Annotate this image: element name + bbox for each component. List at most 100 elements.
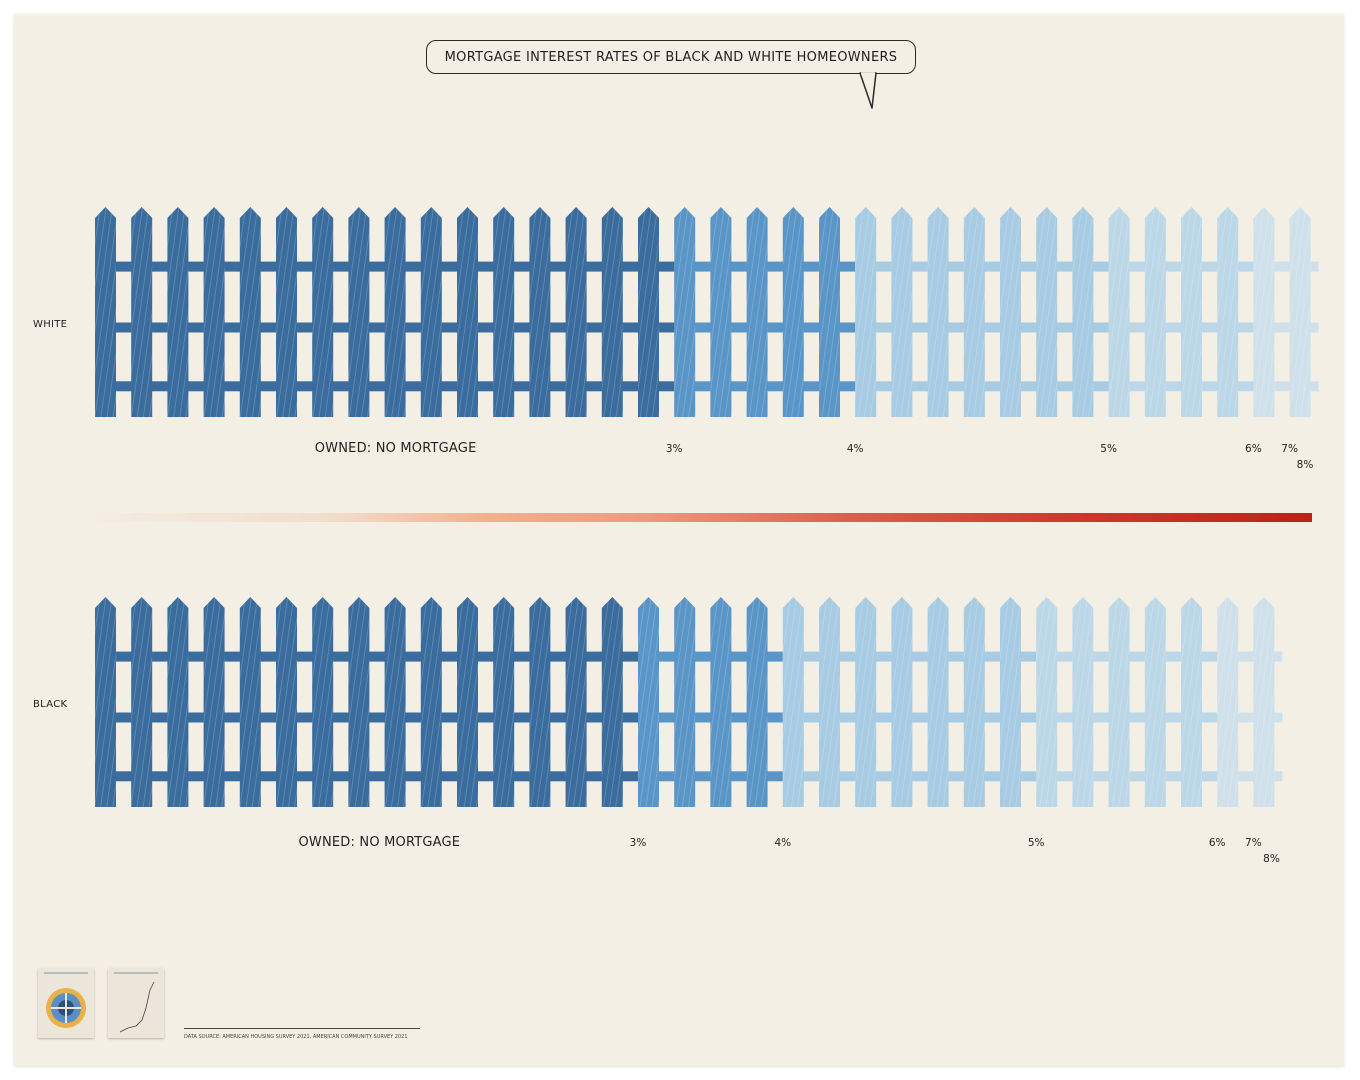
tick-label: 4% bbox=[846, 443, 864, 455]
picket-grain bbox=[203, 207, 225, 417]
data-source-note: DATA SOURCE: AMERICAN HOUSING SURVEY 202… bbox=[184, 1034, 408, 1040]
picket-grain bbox=[891, 597, 913, 807]
tick-label: 4% bbox=[774, 837, 792, 849]
picket-grain bbox=[348, 207, 370, 417]
tick-label: 5% bbox=[1100, 443, 1117, 455]
picket-grain bbox=[565, 597, 587, 807]
thumbnail-donut-poster[interactable] bbox=[38, 968, 94, 1038]
picket-grain bbox=[239, 597, 261, 807]
picket-grain bbox=[1000, 597, 1021, 807]
poster-paper bbox=[14, 14, 1344, 1066]
picket-grain bbox=[1108, 597, 1130, 807]
picket-grain bbox=[819, 207, 840, 417]
picket-grain bbox=[782, 207, 804, 417]
picket-grain bbox=[457, 207, 478, 417]
picket-grain bbox=[891, 207, 913, 417]
picket-grain bbox=[529, 207, 551, 417]
fence-rail-6-0 bbox=[1307, 261, 1319, 272]
picket-grain bbox=[1181, 597, 1202, 807]
tick-label: OWNED: NO MORTGAGE bbox=[298, 835, 461, 850]
picket-grain bbox=[420, 207, 442, 417]
picket-grain bbox=[312, 207, 334, 417]
thumbnail-line-poster[interactable] bbox=[108, 968, 164, 1038]
tick-label: 3% bbox=[665, 443, 683, 455]
picket-grain bbox=[493, 597, 515, 807]
picket-grain bbox=[276, 597, 297, 807]
speech-bubble-tail-icon bbox=[859, 72, 877, 109]
picket-grain bbox=[131, 207, 153, 417]
fence-rail-6-2 bbox=[1271, 771, 1283, 782]
picket-grain bbox=[927, 597, 949, 807]
picket-grain bbox=[384, 207, 406, 417]
chart-title: MORTGAGE INTEREST RATES OF BLACK AND WHI… bbox=[426, 40, 916, 74]
picket-grain bbox=[529, 597, 551, 807]
picket-grain bbox=[239, 207, 261, 417]
tick-label: 7% bbox=[1245, 837, 1262, 849]
picket-grain bbox=[746, 207, 768, 417]
picket-grain bbox=[312, 597, 334, 807]
fence-rail-6-0 bbox=[1271, 651, 1283, 662]
tick-label: 6% bbox=[1208, 837, 1226, 849]
picket-grain bbox=[1144, 597, 1166, 807]
picket-grain bbox=[1108, 207, 1130, 417]
tick-label: 8% bbox=[1263, 853, 1280, 865]
picket-grain bbox=[927, 207, 949, 417]
picket-grain bbox=[782, 597, 804, 807]
picket-grain bbox=[1072, 207, 1094, 417]
picket-grain bbox=[203, 597, 225, 807]
picket-grain bbox=[276, 207, 297, 417]
picket-grain bbox=[1253, 207, 1275, 417]
picket-grain bbox=[384, 597, 406, 807]
picket-grain bbox=[819, 597, 840, 807]
picket-grain bbox=[710, 597, 732, 807]
picket-grain bbox=[565, 207, 587, 417]
picket-grain bbox=[348, 597, 370, 807]
picket-grain bbox=[167, 597, 189, 807]
source-divider bbox=[184, 1028, 420, 1029]
picket-grain bbox=[1036, 597, 1058, 807]
picket-grain bbox=[710, 207, 732, 417]
interest-rate-color-bar bbox=[95, 513, 1312, 522]
chart-title-text: MORTGAGE INTEREST RATES OF BLACK AND WHI… bbox=[444, 49, 898, 65]
line-chart-icon bbox=[114, 972, 158, 1033]
picket-grain bbox=[1181, 207, 1202, 417]
tick-label: 3% bbox=[629, 837, 647, 849]
tick-label: 8% bbox=[1296, 459, 1314, 471]
picket-grain bbox=[1217, 207, 1239, 417]
picket-grain bbox=[1217, 597, 1239, 807]
picket-grain bbox=[1072, 597, 1094, 807]
picket-grain bbox=[855, 207, 877, 417]
tick-label: 5% bbox=[1027, 837, 1045, 849]
picket-grain bbox=[963, 207, 985, 417]
picket-grain bbox=[95, 207, 116, 417]
picket-grain bbox=[855, 597, 877, 807]
tick-label: 7% bbox=[1281, 443, 1298, 455]
picket-grain bbox=[457, 597, 478, 807]
row-label-black: BLACK bbox=[33, 699, 68, 710]
row-label-white: WHITE bbox=[33, 319, 68, 330]
picket-grain bbox=[674, 597, 696, 807]
picket-grain bbox=[1289, 207, 1311, 417]
picket-grain bbox=[1144, 207, 1166, 417]
donut-chart-icon bbox=[44, 972, 88, 1028]
tick-label: 6% bbox=[1245, 443, 1262, 455]
picket-grain bbox=[1036, 207, 1058, 417]
picket-grain bbox=[420, 597, 442, 807]
picket-grain bbox=[601, 597, 623, 807]
fence-rail-6-1 bbox=[1271, 712, 1283, 723]
picket-grain bbox=[963, 597, 985, 807]
picket-grain bbox=[638, 207, 659, 417]
picket-grain bbox=[674, 207, 696, 417]
fence-rail-6-1 bbox=[1307, 322, 1319, 333]
picket-grain bbox=[746, 597, 768, 807]
picket-grain bbox=[601, 207, 623, 417]
picket-grain bbox=[167, 207, 189, 417]
picket-grain bbox=[1000, 207, 1021, 417]
fence-rail-6-2 bbox=[1307, 381, 1319, 392]
picket-grain bbox=[493, 207, 515, 417]
tick-label: OWNED: NO MORTGAGE bbox=[314, 441, 477, 456]
picket-grain bbox=[131, 597, 153, 807]
picket-grain bbox=[638, 597, 659, 807]
